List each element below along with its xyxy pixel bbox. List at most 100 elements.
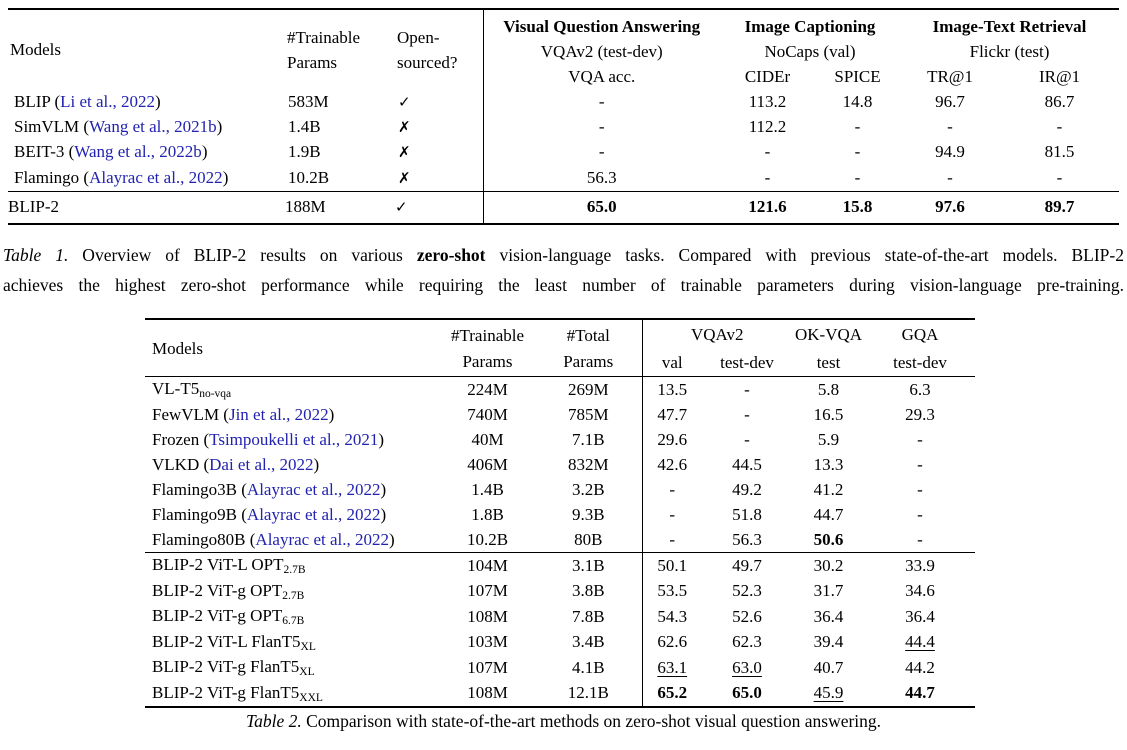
text-run: ) [313,454,320,474]
metric-value: 29.3 [905,404,935,424]
metric-value: 5.8 [817,379,840,399]
text-run: Flamingo80B ( [152,529,256,549]
metric-value-cell: 44.7 [792,502,865,527]
open-sourced-cell: ✓ [395,89,483,114]
metric-value-cell: - [865,502,975,527]
metric-value-cell: - [865,527,975,553]
metric-value-cell: - [900,114,1000,139]
trainable-params-cell: 1.8B [471,504,504,524]
metric-value-cell: 96.7 [900,89,1000,114]
metric-value-cell: 14.8 [815,89,900,114]
metric-value-cell: 65.2 [641,680,702,707]
metric-value: 5.9 [817,429,840,449]
text-run: BLIP-2 ViT-g OPT [152,606,283,626]
t1-header-trainable-line2: Params [287,52,338,72]
metric-value: 49.2 [732,479,762,499]
metric-value-cell: 54.3 [641,604,702,630]
text-run: ) [328,404,335,424]
metric-value: - [917,529,923,549]
trainable-params-cell: 107M [467,581,508,601]
model-name-cell: BLIP-2 ViT-g OPT6.7B [145,604,440,630]
trainable-params-cell: 108M [467,606,508,626]
t1-header-nocaps-val: NoCaps (val) [764,42,856,61]
metric-value: - [854,142,861,162]
metric-value-cell: 36.4 [865,604,975,630]
t1-header-tr1: TR@1 [927,67,973,86]
metric-value-cell: - [1000,165,1119,191]
metric-value: - [917,429,923,449]
metric-value-cell: 50.6 [792,527,865,553]
t1-header-row-metrics: VQA acc. CIDEr SPICE TR@1 IR@1 [8,64,1119,89]
metric-value-cell: 44.5 [702,452,792,477]
text-run: Comparison with state-of-the-art methods… [301,711,882,731]
metric-value: 40.7 [813,657,844,677]
text-run: BLIP-2 ViT-L FlanT5 [152,631,301,651]
text-run: ) [378,429,385,449]
metric-value: - [854,167,861,187]
citation-link[interactable]: Li et al., 2022 [60,91,156,111]
trainable-params-cell: 583M [288,91,329,111]
trainable-params-cell: 107M [467,657,508,677]
text-run: vision-language tasks. Compared with pre… [485,245,1124,265]
metric-value-cell: - [720,140,815,165]
metric-value: - [1056,167,1063,187]
metric-value-cell: - [865,427,975,452]
metric-value: 6.3 [909,379,931,399]
metric-value: 13.5 [657,379,688,399]
citation-link[interactable]: Tsimpoukelli et al., 2021 [209,429,379,449]
citation-link[interactable]: Alayrac et al., 2022 [89,167,223,187]
model-name-cell: VLKD (Dai et al., 2022) [145,452,440,477]
total-params-cell: 7.8B [571,606,605,626]
metric-value: 89.7 [1044,196,1075,216]
citation-link[interactable]: Wang et al., 2022b [74,142,202,162]
metric-value-cell: - [815,114,900,139]
text-run: Flamingo3B ( [152,479,247,499]
citation-link[interactable]: Jin et al., 2022 [228,404,329,424]
metric-value-cell: - [702,427,792,452]
t1-header-spice: SPICE [834,67,881,86]
t1-header-trainable-line1: #Trainable [287,27,361,47]
metric-value-cell: 44.2 [865,655,975,681]
t2-header-group-okvqa: OK-VQA [794,325,863,344]
citation-link[interactable]: Alayrac et al., 2022 [255,529,390,549]
trainable-params-cell: 406M [467,454,508,474]
metric-value-cell: 39.4 [792,630,865,656]
t2-header-trainable-line2: Params [462,352,513,371]
model-name-cell: BEIT-3 (Wang et al., 2022b) [8,140,285,165]
metric-value: - [917,454,923,474]
trainable-params-cell: 740M [467,404,508,424]
t1-body-sota-rows: BLIP (Li et al., 2022) 583M ✓ -113.2 14.8 96.… [8,89,1119,192]
metric-value-cell: 42.6 [641,452,702,477]
citation-link[interactable]: Dai et al., 2022 [209,454,314,474]
metric-value-cell: 40.7 [792,655,865,681]
t1-header-open-sourced: Open- sourced? [395,9,483,89]
model-subscript: 6.7B [282,615,305,628]
metric-value: - [1056,117,1063,137]
metric-value: 31.7 [813,581,844,601]
metric-value-cell: 65.0 [482,190,720,224]
citation-link[interactable]: Wang et al., 2021b [89,117,217,137]
metric-value-cell: - [482,114,720,140]
metric-value: 54.3 [657,606,688,626]
metric-value: - [854,117,861,137]
table-row: BLIP-2 ViT-g OPT6.7B 108M 7.8B 54.3 52.6 36.4… [145,604,975,630]
citation-link[interactable]: Alayrac et al., 2022 [246,479,381,499]
metric-value: 49.7 [732,555,762,575]
citation-link[interactable]: Alayrac et al., 2022 [246,504,381,524]
metric-value: 53.5 [657,581,688,601]
t1-header-trainable-params: #Trainable Params [285,9,395,89]
text-run: BLIP-2 ViT-g OPT [152,580,283,600]
text-run: VL-T5 [152,379,200,398]
total-params-cell: 9.3B [571,504,605,524]
metric-value: 30.2 [813,555,844,575]
t2-header-gqa-testdev: test-dev [893,353,947,372]
metric-value-cell: 16.5 [792,402,865,427]
text-run: ) [216,117,223,137]
t1-header-vqav2-testdev: VQAv2 (test-dev) [482,39,720,64]
text-run: VLKD ( [152,454,210,474]
metric-value-cell: 56.3 [702,527,792,553]
t1-body-blip2-row: BLIP-2 188M ✓ 65.0 121.6 15.8 97.6 89.7 [8,190,1120,224]
open-sourced-cell: ✓ [395,190,483,224]
model-name-cell: SimVLM (Wang et al., 2021b) [8,114,285,139]
metric-value: 39.4 [813,632,844,652]
